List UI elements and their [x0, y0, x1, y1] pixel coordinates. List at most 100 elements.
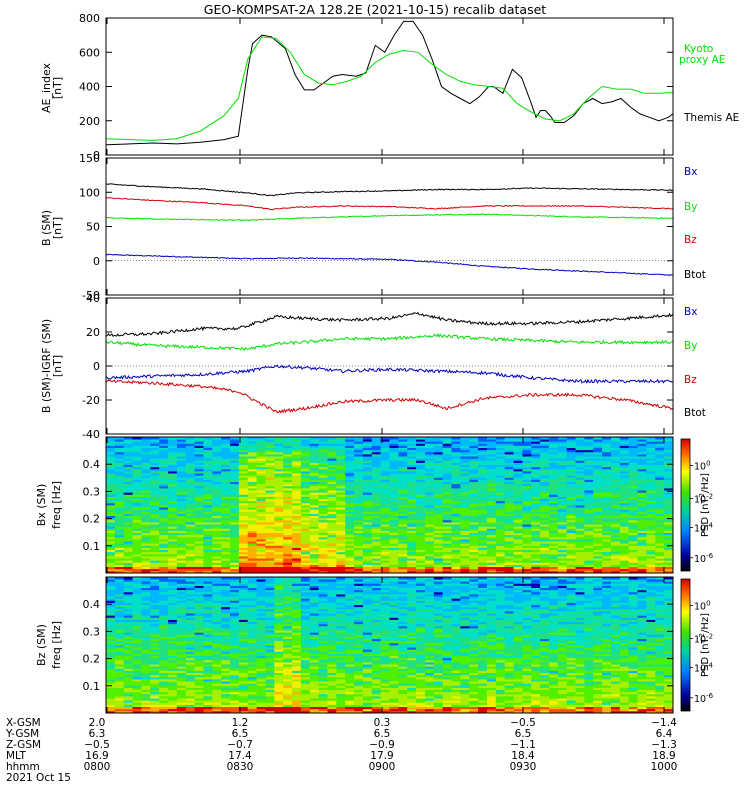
spectrogram-cell: [433, 490, 444, 493]
spectrogram-cell: [460, 483, 470, 487]
spectrogram-cell: [354, 443, 364, 446]
spectrogram-cell: [531, 562, 541, 565]
spectrogram-cell: [610, 462, 621, 466]
spectrogram-cell: [504, 439, 514, 442]
spectrogram-cell: [212, 462, 222, 466]
spectrogram-cell: [141, 513, 151, 517]
spectrogram-cell: [230, 475, 240, 478]
spectrogram-cell: [513, 553, 523, 557]
spectrogram-cell: [230, 551, 240, 555]
spectrogram-cell: [433, 481, 444, 485]
spectrogram-cell: [460, 513, 470, 517]
spectrogram-cell: [150, 498, 160, 502]
spectrogram-cell: [150, 528, 160, 531]
spectrogram-cell: [628, 564, 638, 568]
spectrogram-cell: [309, 515, 320, 519]
spectrogram-cell: [540, 492, 550, 495]
spectrogram-cell: [176, 534, 187, 538]
spectrogram-cell: [256, 566, 266, 570]
spectrogram-cell: [522, 509, 532, 512]
spectrogram-cell: [221, 623, 231, 627]
spectrogram-cell: [566, 547, 576, 551]
spectrogram-cell: [132, 530, 142, 534]
spectrogram-cell: [114, 689, 125, 693]
spectrogram-cell: [256, 458, 266, 461]
spectrogram-cell: [141, 522, 151, 525]
spectrogram-cell: [407, 536, 417, 540]
spectrogram-cell: [416, 505, 426, 508]
spectrogram-cell: [646, 541, 656, 544]
spectrogram-cell: [664, 564, 674, 568]
spectrogram-cell: [141, 594, 151, 597]
spectrogram-cell: [513, 451, 523, 455]
spectrogram-cell: [106, 647, 116, 650]
spectrogram-cell: [123, 556, 133, 559]
spectrogram-cell: [575, 456, 585, 459]
spectrogram-cell: [114, 611, 125, 614]
spectrogram-cell: [424, 534, 435, 538]
spectrogram-cell: [548, 496, 559, 500]
spectrogram-cell: [300, 566, 311, 570]
spectrogram-cell: [522, 458, 532, 461]
spectrogram-cell: [557, 551, 568, 555]
spectrogram-cell: [159, 596, 169, 599]
spectrogram-cell: [159, 702, 169, 705]
spectrogram-cell: [230, 530, 240, 534]
spectrogram-cell: [238, 471, 249, 474]
spectrogram-cell: [460, 562, 470, 565]
spectrogram-cell: [522, 511, 532, 514]
spectrogram-cell: [106, 685, 116, 688]
spectrogram-cell: [398, 530, 408, 534]
spectrogram-cell: [106, 676, 116, 680]
spectrogram-cell: [407, 532, 417, 536]
spectrogram-cell: [407, 492, 417, 495]
spectrogram-cell: [132, 649, 142, 652]
spectrogram-cell: [495, 473, 506, 476]
spectrogram-cell: [221, 473, 231, 476]
spectrogram-cell: [168, 490, 178, 493]
spectrogram-cell: [114, 700, 125, 703]
spectrogram-cell: [531, 477, 541, 480]
spectrogram-cell: [132, 445, 142, 449]
spectrogram-cell: [407, 445, 417, 449]
spectrogram-cell: [150, 473, 160, 476]
spectrogram-cell: [336, 443, 346, 446]
spectrogram-cell: [531, 437, 541, 440]
spectrogram-cell: [292, 479, 302, 483]
spectrogram-cell: [495, 541, 506, 544]
spectrogram-cell: [212, 449, 222, 453]
spectrogram-cell: [522, 456, 532, 459]
spectrogram-cell: [478, 475, 488, 478]
spectrogram-cell: [168, 647, 178, 650]
spectrogram-cell: [212, 541, 222, 544]
spectrogram-cell: [478, 564, 488, 568]
spectrogram-cell: [230, 522, 240, 525]
spectrogram-cell: [230, 560, 240, 563]
spectrogram-cell: [176, 672, 187, 676]
spectrogram-cell: [469, 562, 479, 565]
spectrogram-cell: [593, 551, 603, 555]
spectrogram-cell: [106, 439, 116, 442]
spectrogram-cell: [106, 668, 116, 671]
spectrogram-cell: [540, 539, 550, 542]
spectrogram-cell: [185, 696, 195, 699]
spectrogram-cell: [389, 519, 399, 523]
spectrogram-cell: [566, 451, 576, 455]
spectrogram-cell: [442, 511, 452, 514]
spectrogram-cell: [557, 485, 568, 489]
spectrogram-cell: [256, 547, 266, 551]
spectrogram-cell: [159, 517, 169, 521]
spectrogram-cell: [495, 496, 506, 500]
spectrogram-cell: [292, 456, 302, 459]
spectrogram-cell: [602, 473, 612, 476]
spectrogram-cell: [185, 674, 195, 678]
spectrogram-cell: [132, 693, 142, 697]
spectrogram-cell: [106, 566, 116, 570]
spectrogram-cell: [150, 551, 160, 555]
spectrogram-cell: [309, 492, 320, 495]
spectrogram-cell: [141, 693, 151, 697]
spectrogram-cell: [371, 483, 382, 487]
spectrogram-cell: [602, 547, 612, 551]
spectrogram-cell: [141, 672, 151, 676]
spectrogram-cell: [602, 488, 612, 491]
